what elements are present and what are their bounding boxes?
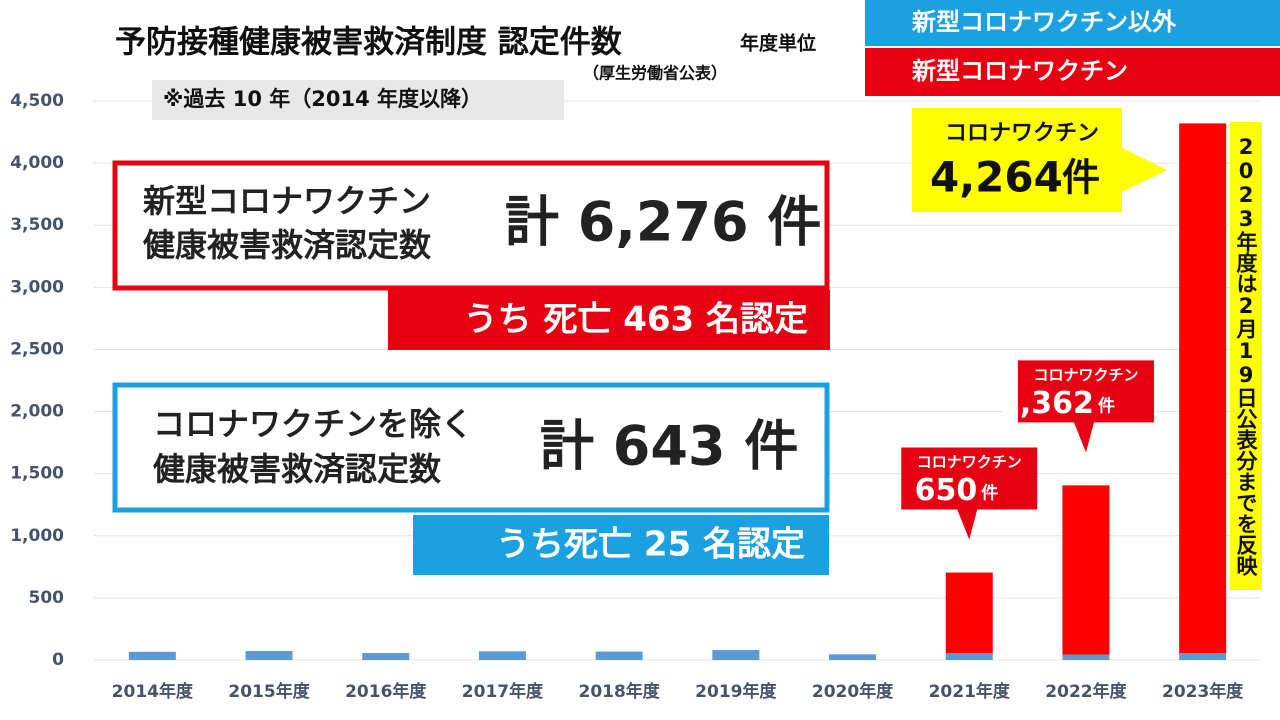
title-unit: 年度単位: [740, 32, 816, 55]
bar-segment: [1179, 123, 1227, 654]
summary-deaths: うち死亡 25 名認定: [496, 525, 805, 565]
x-tick-label: 2021年度: [929, 681, 1011, 702]
y-tick-label: 3,000: [10, 277, 64, 297]
y-tick-label: 4,500: [10, 91, 64, 111]
x-tick-label: 2020年度: [812, 681, 894, 702]
bar-segment: [362, 653, 410, 660]
bar-segment: [712, 650, 760, 660]
subtitle: （厚生労働省公表）: [583, 64, 727, 83]
note-bg: [1230, 122, 1262, 590]
x-tick-label: 2022年度: [1045, 681, 1127, 702]
period-note: ※過去 10 年（2014 年度以降）: [163, 87, 482, 111]
summary-box: [112, 160, 830, 291]
summary-deaths-bg: [388, 290, 830, 350]
callout-bg: [1017, 360, 1154, 453]
x-tick-label: 2019年度: [695, 681, 777, 702]
bar-segment: [829, 654, 877, 660]
y-tick-label: 0: [52, 650, 64, 670]
callout-unit: 件: [1098, 395, 1115, 416]
callout-title: コロナワクチン: [1033, 366, 1138, 384]
summary-line: 健康被害救済認定数: [153, 450, 441, 488]
bar-segment: [1062, 485, 1110, 655]
bar-segment: [1062, 654, 1110, 660]
y-tick-label: 1,000: [10, 526, 64, 546]
summary-total: 計 643 件: [540, 415, 798, 478]
y-tick-label: 1,500: [10, 464, 64, 484]
summary-deaths-bg: [413, 515, 829, 575]
bar-segment: [128, 651, 176, 660]
legend-label: 新型コロナワクチン以外: [911, 8, 1177, 36]
summary-line: 健康被害救済認定数: [143, 226, 431, 264]
callout-unit: 件: [981, 483, 998, 504]
vertical-note: 2023年度は2月19日公表分までを反映: [1234, 135, 1259, 577]
legend-swatch: [865, 0, 1280, 46]
x-tick-label: 2018年度: [578, 681, 660, 702]
y-tick-label: 2,500: [10, 339, 64, 359]
callout-value: 650: [915, 473, 978, 508]
legend-swatch: [865, 48, 1280, 96]
callout-title: コロナワクチン: [917, 453, 1022, 471]
callout-title: コロナワクチン: [945, 121, 1099, 146]
callout-bg: [912, 108, 1167, 212]
bar-segment: [945, 572, 993, 654]
bar-segment: [245, 651, 293, 660]
x-tick-label: 2015年度: [228, 681, 310, 702]
summary-total: 計 6,276 件: [505, 191, 821, 254]
x-tick-label: 2023年度: [1162, 681, 1244, 702]
bar-segment: [478, 651, 526, 660]
summary-line: 新型コロナワクチン: [143, 182, 431, 220]
x-tick-label: 2016年度: [345, 681, 427, 702]
callout-bg: [901, 447, 1038, 540]
callout-unit: 件: [1062, 156, 1100, 200]
bar-segment: [945, 653, 993, 660]
period-note-bg: [152, 80, 564, 120]
bar-segment: [595, 651, 643, 660]
summary-deaths: うち 死亡 463 名認定: [464, 300, 808, 340]
chart-title: 予防接種健康被害救済制度 認定件数: [115, 25, 622, 61]
y-tick-label: 3,500: [10, 215, 64, 235]
y-tick-label: 4,000: [10, 153, 64, 173]
bar-segment: [1179, 653, 1227, 660]
x-tick-label: 2017年度: [462, 681, 544, 702]
callout-value: 1,362: [999, 386, 1094, 421]
y-tick-label: 2,000: [10, 402, 64, 422]
callout-value: 4,264: [930, 153, 1063, 202]
summary-line: コロナワクチンを除く: [153, 405, 473, 443]
legend-label: 新型コロナワクチン: [911, 57, 1128, 85]
x-tick-label: 2014年度: [112, 681, 194, 702]
y-tick-label: 500: [29, 588, 65, 608]
summary-box: [112, 382, 830, 513]
bars: 2014年度 2015年度 2016年度 2017年度 2018年度 2019年度 2020…: [112, 123, 1244, 702]
